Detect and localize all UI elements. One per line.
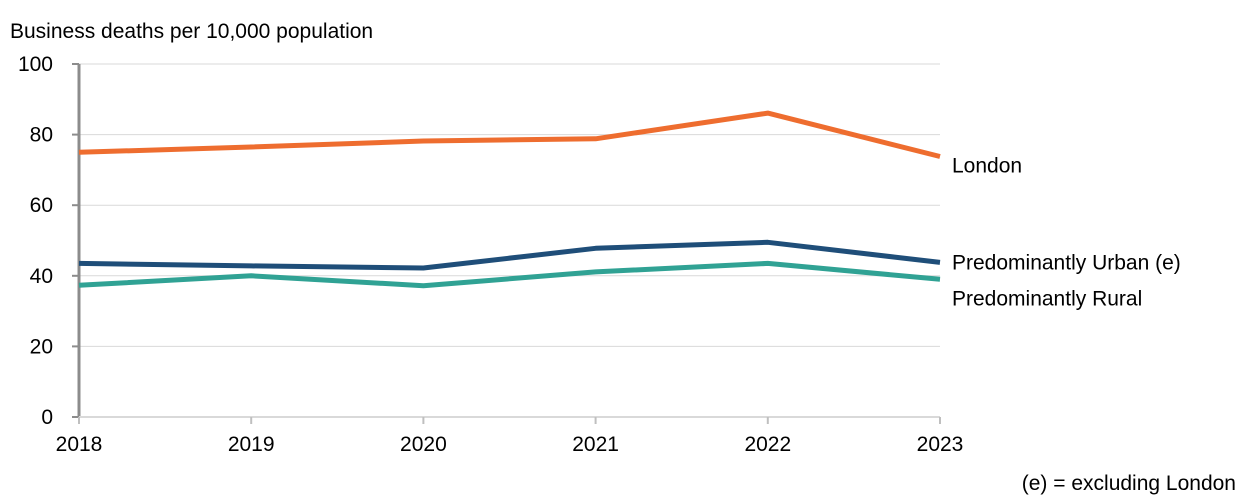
series-label: London [952, 154, 1022, 177]
x-tick-labels: 2018 2019 2020 2021 2022 2023 [56, 433, 964, 456]
series-line-predominantly-rural [78, 260, 941, 289]
x-tick-label: 2019 [228, 433, 275, 456]
y-tick-label: 100 [18, 53, 53, 76]
y-tick-label: 20 [30, 335, 53, 358]
x-tick-label: 2022 [744, 433, 791, 456]
x-tick-label: 2020 [400, 433, 447, 456]
y-tick-label: 0 [41, 406, 53, 429]
y-tick-label: 80 [30, 124, 53, 147]
y-tick-label: 60 [30, 194, 53, 217]
x-tick-label: 2018 [56, 433, 103, 456]
x-tick-label: 2023 [917, 433, 964, 456]
series-label: Predominantly Urban (e) [952, 251, 1181, 274]
series-labels: London Predominantly Urban (e) Predominant… [952, 154, 1181, 310]
series-lines [78, 110, 941, 289]
footnote: (e) = excluding London [1022, 472, 1236, 495]
series-label: Predominantly Rural [952, 287, 1142, 310]
axes [72, 63, 941, 424]
y-tick-label: 40 [30, 265, 53, 288]
gridlines [79, 63, 940, 347]
x-tick-label: 2021 [572, 433, 619, 456]
y-axis-title: Business deaths per 10,000 population [10, 20, 373, 43]
series-line-predominantly-urban-e [78, 239, 941, 271]
series-line-london [78, 110, 941, 159]
y-tick-labels: 0 20 40 60 80 100 [18, 53, 53, 429]
